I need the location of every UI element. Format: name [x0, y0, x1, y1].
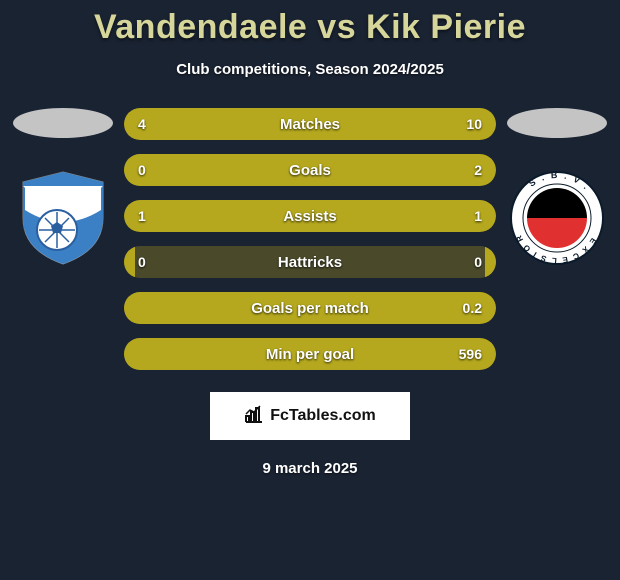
left-player-avatar	[13, 108, 113, 138]
stat-value-left: 4	[138, 116, 146, 132]
stat-value-right: 2	[474, 162, 482, 178]
stat-row: 0.2 Goals per match	[124, 292, 496, 324]
stat-label: Goals	[289, 162, 331, 179]
bar-fill-left	[124, 200, 310, 232]
stat-row: 1 1 Assists	[124, 200, 496, 232]
stat-label: Goals per match	[251, 300, 369, 317]
stat-bars: 4 10 Matches 0 2 Goals 1 1 Assists 0 0 Hattricks 0.2…	[118, 108, 502, 384]
bar-fill-left	[124, 338, 135, 370]
chart-icon	[244, 404, 264, 429]
bar-fill-right	[485, 246, 496, 278]
stat-value-right: 10	[466, 116, 482, 132]
stat-row: 0 0 Hattricks	[124, 246, 496, 278]
right-player-avatar	[507, 108, 607, 138]
stat-value-right: 596	[459, 346, 482, 362]
stat-label: Hattricks	[278, 254, 342, 271]
stat-row: 4 10 Matches	[124, 108, 496, 140]
stat-value-right: 0.2	[463, 300, 482, 316]
stat-row: 0 2 Goals	[124, 154, 496, 186]
stat-value-right: 0	[474, 254, 482, 270]
stat-value-left: 1	[138, 208, 146, 224]
right-club-badge: S . B . V . E X C E L S I O R	[507, 168, 607, 268]
page-title: Vandendaele vs Kik Pierie	[0, 0, 620, 47]
bar-fill-left	[124, 292, 135, 324]
footer-brand: FcTables.com	[270, 407, 376, 425]
date-text: 9 march 2025	[0, 460, 620, 477]
stat-value-right: 1	[474, 208, 482, 224]
stat-label: Matches	[280, 116, 340, 133]
left-side	[8, 108, 118, 384]
bar-fill-left	[124, 246, 135, 278]
stat-row: 596 Min per goal	[124, 338, 496, 370]
stat-label: Assists	[283, 208, 336, 225]
bar-fill-left	[124, 154, 135, 186]
stat-value-left: 0	[138, 254, 146, 270]
stat-label: Min per goal	[266, 346, 354, 363]
bar-fill-right	[310, 200, 496, 232]
left-club-badge	[13, 168, 113, 268]
stat-value-left: 0	[138, 162, 146, 178]
content-wrap: 4 10 Matches 0 2 Goals 1 1 Assists 0 0 Hattricks 0.2…	[0, 108, 620, 384]
subtitle: Club competitions, Season 2024/2025	[0, 61, 620, 78]
right-side: S . B . V . E X C E L S I O R	[502, 108, 612, 384]
bar-fill-right	[228, 108, 496, 140]
footer-banner: FcTables.com	[210, 392, 410, 440]
